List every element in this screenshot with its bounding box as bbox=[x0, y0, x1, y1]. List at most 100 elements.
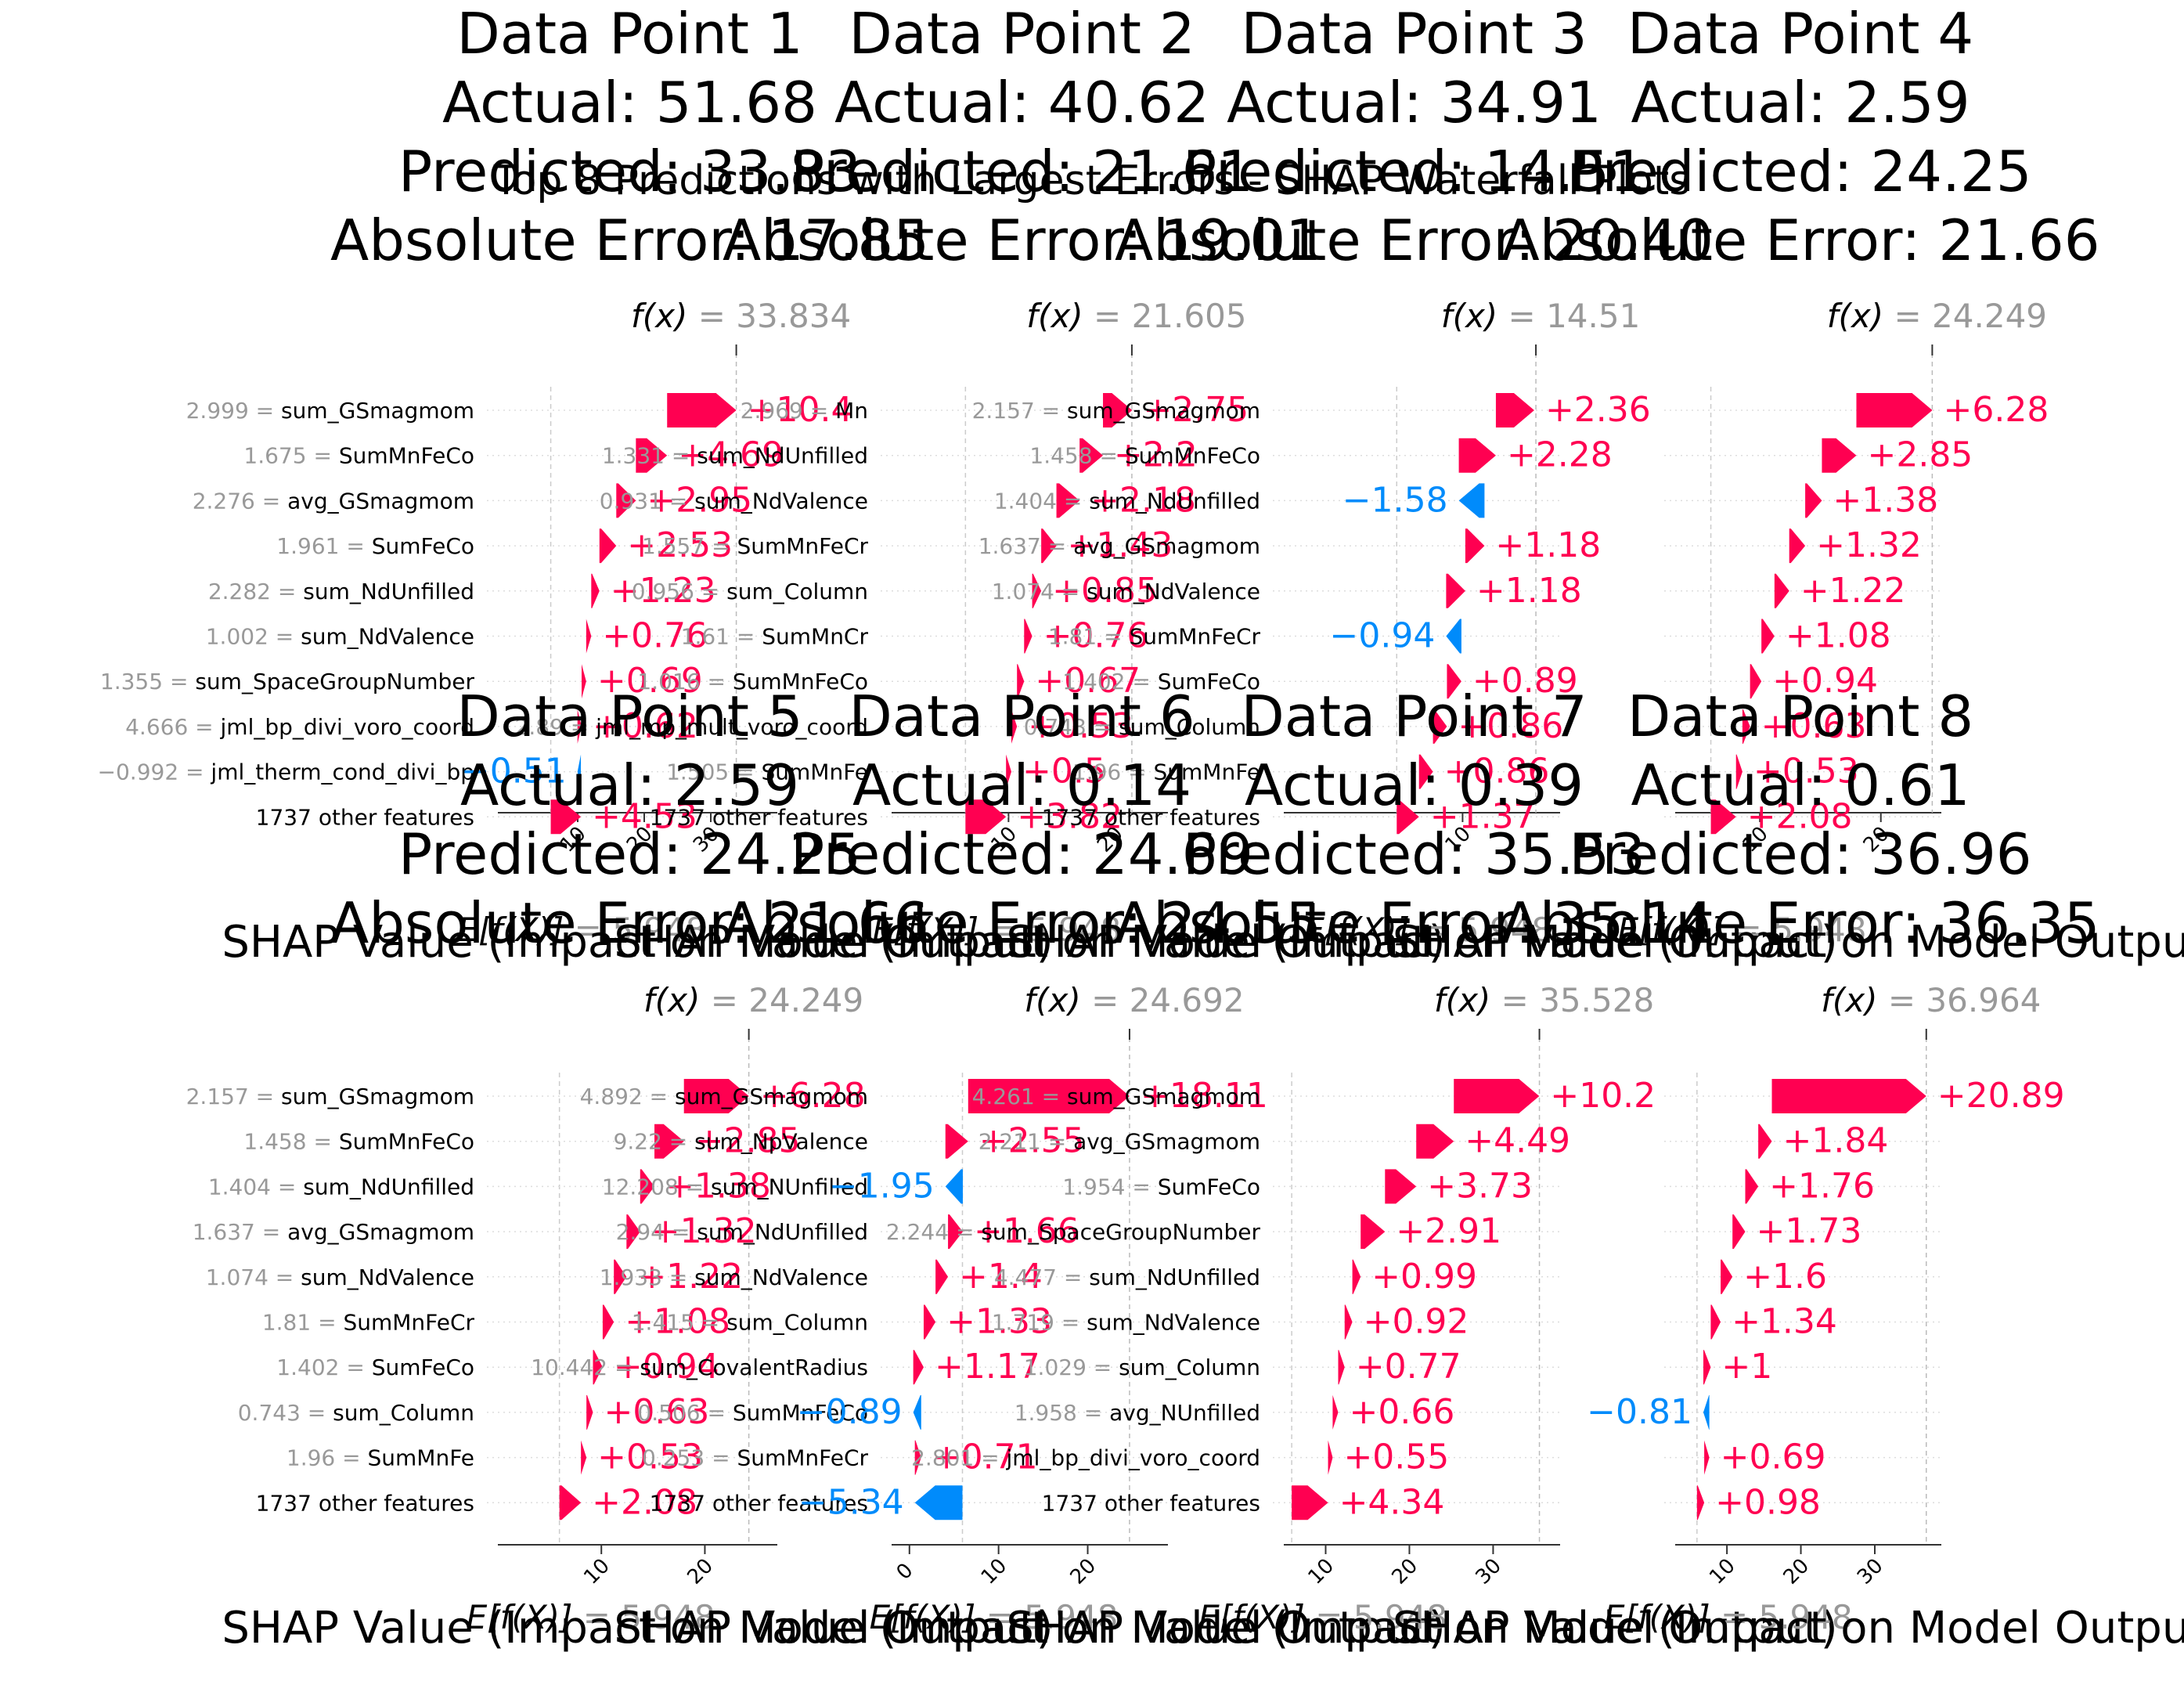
efx-value: = 5.948 bbox=[989, 911, 1121, 949]
efx-symbol: E[f(X)] bbox=[1618, 911, 1735, 949]
fx-symbol: f(x) bbox=[1827, 297, 1894, 335]
feature-name: SumFeCo bbox=[372, 1355, 474, 1380]
feature-row: 4.666 = jml_bp_divi_voro_coord +0.62 bbox=[125, 706, 777, 746]
x-axis-label: SHAP Value (Impact on Model Output) bbox=[222, 1603, 1053, 1654]
feature-row: +2.85 bbox=[1664, 435, 1973, 475]
feature-name: sum_NdUnfilled bbox=[697, 1219, 868, 1245]
shap-value-label: +2.36 bbox=[1545, 390, 1651, 430]
feature-value: 1.81 = bbox=[262, 1310, 344, 1336]
feature-row: 2.969 = Mn +2.75 bbox=[741, 390, 1249, 430]
feature-row: 0.743 = sum_Column +0.86 bbox=[1024, 706, 1564, 746]
feature-row: 1.719 = sum_NdValence +0.92 bbox=[992, 1302, 1560, 1342]
feature-row: +20.89 bbox=[1664, 1076, 2065, 1116]
feature-label: 1.637 = avg_GSmagmom bbox=[193, 1219, 474, 1245]
feature-label: 1737 other features bbox=[1042, 1490, 1260, 1516]
x-tick-label: 20 bbox=[683, 1554, 718, 1589]
feature-value: 1.331 = bbox=[602, 443, 697, 469]
shap-bar bbox=[948, 1214, 963, 1250]
feature-name: 1737 other features bbox=[256, 1490, 474, 1516]
feature-value: 2.282 = bbox=[208, 579, 303, 604]
feature-value: 2.244 = bbox=[886, 1219, 981, 1245]
feature-value: 1.402 = bbox=[276, 1355, 371, 1380]
feature-row: 1737 other features−5.34 bbox=[650, 1482, 1168, 1522]
feature-label: 2.94 = sum_NdUnfilled bbox=[616, 1219, 868, 1245]
feature-row: 1.637 = avg_GSmagmom +1.18 bbox=[978, 525, 1602, 565]
feature-row: 12.208 = sum_NUnfilled−1.95 bbox=[602, 1166, 1168, 1206]
feature-row: 1.002 = sum_NdValence +0.76 bbox=[206, 616, 777, 656]
feature-name: SumFeCo bbox=[1158, 1174, 1260, 1199]
fx-label: f(x) = 14.51 bbox=[1441, 297, 1641, 335]
feature-label: 0.931 = sum_NdValence bbox=[600, 488, 868, 514]
shap-bar bbox=[1017, 664, 1025, 699]
feature-name: sum_NdUnfilled bbox=[303, 579, 474, 604]
feature-row: 1.505 = SumMnFe +0.5 bbox=[666, 752, 1168, 792]
feature-name: 1737 other features bbox=[650, 1490, 868, 1516]
shap-bar bbox=[1338, 1350, 1345, 1385]
efx-value: = 5.948 bbox=[986, 1598, 1119, 1636]
feature-row: 1.961 = SumFeCo +2.53 bbox=[276, 525, 777, 565]
shap-value-label: +2.75 bbox=[1143, 390, 1249, 430]
feature-value: 2.211 = bbox=[978, 1129, 1073, 1155]
shap-value-label: +0.67 bbox=[1035, 661, 1141, 701]
feature-value: 1.675 = bbox=[243, 443, 338, 469]
shap-value-label: +0.71 bbox=[932, 1437, 1038, 1477]
feature-value: 1.637 = bbox=[193, 1219, 287, 1245]
shap-value-label: +1.22 bbox=[1800, 571, 1906, 611]
shap-value-label: +0.63 bbox=[604, 1392, 709, 1432]
shap-value-label: −0.94 bbox=[1330, 616, 1436, 656]
shap-bar bbox=[1332, 1394, 1339, 1430]
shap-bar bbox=[577, 754, 582, 789]
feature-value: 1.505 = bbox=[666, 759, 761, 785]
panel-title-line: Predicted: 24.25 bbox=[398, 821, 861, 887]
shap-bar bbox=[1721, 1259, 1733, 1294]
feature-label: 2.969 = Mn bbox=[741, 398, 868, 424]
feature-row: +1.6 bbox=[1664, 1257, 1941, 1297]
feature-name: sum_NdUnfilled bbox=[1089, 488, 1260, 514]
feature-row: 4.261 = sum_GSmagmom +10.2 bbox=[972, 1076, 1656, 1116]
feature-name: sum_Column bbox=[726, 1310, 868, 1336]
shap-bar bbox=[913, 1394, 921, 1430]
efx-label: E[f(X)] = 5.948 bbox=[1198, 1598, 1447, 1636]
panel-title-line: Actual: 0.61 bbox=[1631, 752, 1970, 818]
feature-label: 2.89 = jml_mp_mult_voro_coord bbox=[515, 714, 868, 740]
feature-label: 0.506 = SumMnFeCo bbox=[637, 1400, 868, 1426]
shap-value-label: −1.95 bbox=[829, 1166, 935, 1206]
feature-label: 4.892 = sum_GSmagmom bbox=[580, 1084, 868, 1109]
fx-symbol: f(x) bbox=[1434, 981, 1501, 1019]
feature-row: 4.477 = sum_NdUnfilled +0.99 bbox=[994, 1257, 1560, 1297]
feature-label: 1737 other features bbox=[256, 1490, 474, 1516]
shap-bar bbox=[1446, 573, 1465, 608]
feature-value: 1.415 = bbox=[632, 1310, 726, 1336]
feature-value: 1.933 = bbox=[600, 1264, 694, 1290]
efx-value: = 5.948 bbox=[583, 1598, 715, 1636]
shap-value-label: +1.76 bbox=[1769, 1166, 1875, 1206]
feature-row: 1.415 = sum_Column +1.33 bbox=[632, 1302, 1168, 1342]
feature-value: 2.999 = bbox=[186, 398, 281, 424]
shap-value-label: +0.53 bbox=[1753, 752, 1859, 792]
shap-value-label: +0.76 bbox=[1043, 616, 1149, 656]
shap-value-label: +6.28 bbox=[1944, 390, 2049, 430]
shap-value-label: +1.23 bbox=[611, 571, 716, 611]
panel-title-line: Absolute Error: 36.35 bbox=[1501, 890, 2099, 956]
shap-bar bbox=[1822, 438, 1857, 473]
feature-label: 4.261 = sum_GSmagmom bbox=[972, 1084, 1260, 1109]
x-tick-label: 30 bbox=[1471, 1554, 1506, 1589]
figure-suptitle: Top 8 Predictions with Largest Errors - … bbox=[493, 157, 1691, 204]
feature-label: 2.999 = sum_GSmagmom bbox=[186, 398, 474, 424]
shap-value-label: +2.08 bbox=[1747, 796, 1853, 836]
shap-bar bbox=[1103, 393, 1133, 427]
feature-row: 1.458 = SumMnFeCo +2.85 bbox=[243, 1121, 800, 1161]
feature-name: jml_mp_mult_voro_coord bbox=[595, 714, 868, 740]
shap-value-label: +1.33 bbox=[946, 1302, 1052, 1342]
feature-name: sum_NdValence bbox=[301, 1264, 474, 1290]
shap-value-label: +1.22 bbox=[637, 1257, 743, 1297]
feature-row: 1737 other features +2.08 bbox=[256, 1482, 777, 1522]
fx-value: = 24.249 bbox=[1894, 297, 2048, 335]
shap-value-label: +1.08 bbox=[1786, 616, 1891, 656]
shap-bar bbox=[1032, 573, 1042, 608]
shap-value-label: +0.99 bbox=[1371, 1257, 1477, 1297]
shap-bar bbox=[1732, 1214, 1746, 1250]
panel-title-line: Actual: 2.59 bbox=[1631, 70, 1970, 135]
feature-row: 2.999 = sum_GSmagmom +10.4 bbox=[186, 390, 853, 430]
feature-label: 2.157 = sum_GSmagmom bbox=[186, 1084, 474, 1109]
